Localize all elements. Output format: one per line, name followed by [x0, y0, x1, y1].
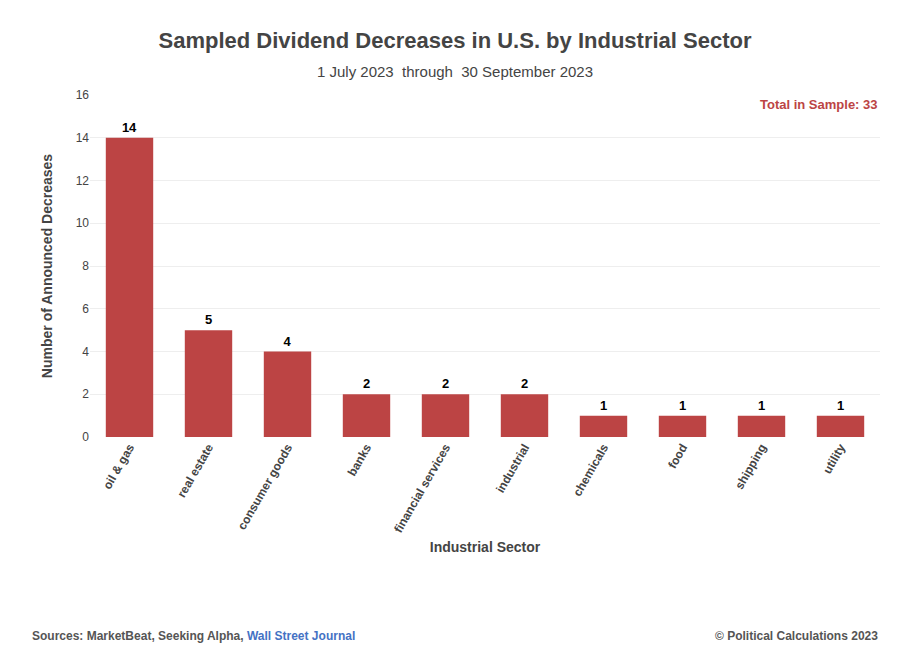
svg-text:5: 5: [205, 312, 212, 327]
svg-text:2: 2: [82, 387, 89, 401]
svg-text:1: 1: [600, 398, 607, 413]
svg-text:1: 1: [679, 398, 686, 413]
svg-text:0: 0: [82, 430, 89, 444]
svg-text:banks: banks: [345, 441, 375, 478]
svg-text:financial services: financial services: [391, 441, 453, 535]
svg-text:Sources: MarketBeat, Seeking A: Sources: MarketBeat, Seeking Alpha, Wall…: [32, 629, 355, 643]
svg-text:utility: utility: [820, 441, 848, 476]
svg-text:Total in Sample: 33: Total in Sample: 33: [760, 97, 878, 112]
svg-text:© Political Calculations 2023: © Political Calculations 2023: [715, 629, 878, 643]
svg-text:Number of Announced Decreases: Number of Announced Decreases: [39, 154, 55, 379]
svg-text:1 July 2023 through 30 Septe: 1 July 2023 through 30 September 2023: [317, 63, 593, 80]
svg-text:consumer goods: consumer goods: [235, 441, 296, 532]
svg-text:1: 1: [758, 398, 765, 413]
svg-text:Sampled Dividend Decreases in: Sampled Dividend Decreases in U.S. by In…: [159, 28, 752, 53]
svg-text:2: 2: [442, 376, 449, 391]
svg-text:4: 4: [82, 345, 89, 359]
svg-text:14: 14: [76, 131, 90, 145]
svg-text:8: 8: [82, 259, 89, 273]
svg-text:food: food: [665, 442, 690, 472]
svg-text:12: 12: [76, 174, 90, 188]
svg-text:4: 4: [284, 334, 292, 349]
svg-text:2: 2: [521, 376, 528, 391]
svg-text:Industrial Sector: Industrial Sector: [430, 539, 541, 555]
svg-text:16: 16: [76, 88, 90, 102]
svg-text:6: 6: [82, 302, 89, 316]
svg-text:oil & gas: oil & gas: [100, 441, 137, 492]
svg-text:real estate: real estate: [174, 441, 216, 500]
svg-text:shipping: shipping: [732, 442, 769, 492]
svg-text:10: 10: [76, 216, 90, 230]
svg-text:chemicals: chemicals: [570, 441, 611, 499]
svg-text:1: 1: [837, 398, 844, 413]
svg-text:2: 2: [363, 376, 370, 391]
svg-text:industrial: industrial: [493, 442, 532, 496]
svg-text:14: 14: [122, 120, 137, 135]
